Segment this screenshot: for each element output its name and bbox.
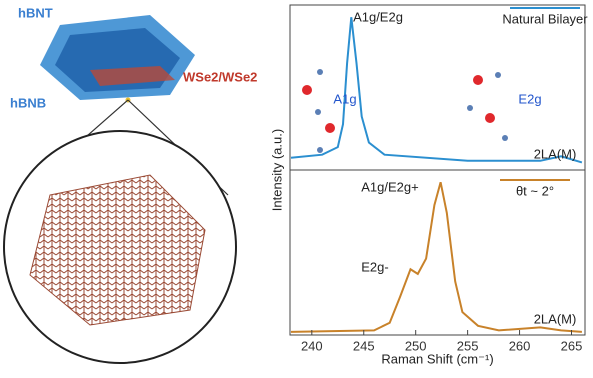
peak-label: 2LA(M) [534, 146, 577, 161]
peak-label: 2LA(M) [534, 311, 577, 326]
x-tick-label: 250 [405, 338, 427, 353]
x-tick-label: 240 [301, 338, 323, 353]
peak-label: A1g/E2g+ [361, 179, 418, 194]
x-tick-label: 260 [509, 338, 531, 353]
peak-label: A1g/E2g [353, 9, 403, 24]
x-tick-label: 265 [561, 338, 583, 353]
peak-label: A1g [333, 91, 356, 106]
molecule-icons [302, 69, 508, 153]
layer-label: hBNT [18, 5, 53, 20]
x-tick-label: 255 [457, 338, 479, 353]
layer-label: hBNB [10, 95, 46, 110]
spectrum-line [290, 181, 582, 333]
x-tick-label: 245 [353, 338, 375, 353]
legend-label: Natural Bilayer [502, 11, 588, 26]
heterostructure [3, 15, 237, 364]
y-axis-label: Intensity (a.u.) [269, 129, 284, 211]
peak-label: E2g [518, 91, 541, 106]
legend-label: θt ~ 2° [516, 183, 554, 198]
x-axis-label: Raman Shift (cm⁻¹) [381, 351, 493, 366]
spectrum-line [290, 17, 583, 164]
peak-label: E2g- [361, 259, 388, 274]
layer-label: WSe2/WSe2 [183, 69, 257, 84]
